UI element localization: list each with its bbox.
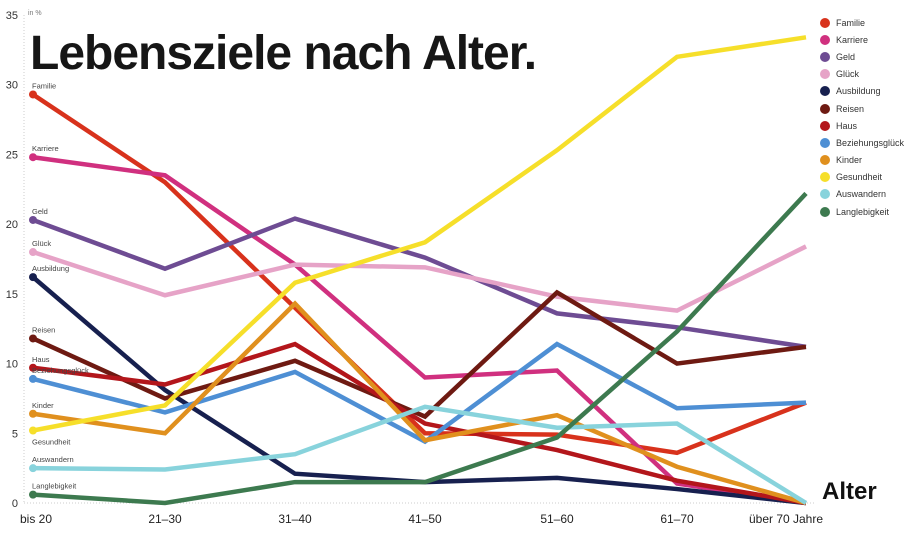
- legend-dot-icon: [820, 69, 830, 80]
- legend-label: Geld: [836, 51, 856, 62]
- series-start-point: [29, 90, 37, 99]
- x-tick-label: 61–70: [660, 512, 694, 526]
- series-start-point: [29, 363, 37, 372]
- series-line-langlebigkeit: [32, 191, 808, 506]
- series-line-glück: [32, 244, 808, 313]
- y-tick-label: 30: [6, 80, 18, 92]
- series-annotation: Auswandern: [32, 455, 74, 464]
- legend-dot-icon: [820, 17, 830, 28]
- legend-label: Beziehungsglück: [836, 137, 905, 148]
- legend-label: Karriere: [836, 34, 869, 45]
- series-start-point: [29, 273, 37, 282]
- legend: Familie Karriere Geld Glück Ausbildung Reisen…: [820, 14, 904, 220]
- series-annotation: Familie: [32, 81, 56, 90]
- series-start-point: [29, 334, 37, 343]
- series-start-point: [29, 490, 37, 499]
- legend-dot-icon: [820, 172, 830, 183]
- x-axis-label: Alter: [822, 478, 877, 505]
- y-tick-label: 35: [6, 10, 18, 22]
- legend-dot-icon: [820, 206, 830, 217]
- series-annotation: Kinder: [32, 401, 54, 410]
- series-start-point: [29, 248, 37, 257]
- legend-item: Gesundheit: [820, 169, 904, 186]
- series-line-reisen: [32, 289, 807, 420]
- series-annotation: Karriere: [32, 144, 59, 153]
- legend-label: Haus: [836, 120, 858, 131]
- series-annotation: Reisen: [32, 325, 55, 334]
- legend-item: Kinder: [820, 152, 904, 169]
- series-annotation: Beziehungsglück: [32, 366, 89, 375]
- unit-label: in %: [28, 10, 42, 17]
- legend-label: Gesundheit: [836, 172, 883, 183]
- series-annotation: Haus: [32, 355, 50, 364]
- legend-dot-icon: [820, 189, 830, 200]
- series-line-haus: [32, 341, 807, 506]
- legend-dot-icon: [820, 86, 830, 97]
- series-start-point: [29, 409, 37, 418]
- legend-dot-icon: [820, 137, 830, 148]
- legend-label: Langlebigkeit: [836, 206, 890, 217]
- x-tick-label: 21–30: [148, 512, 182, 526]
- series-line-kinder: [32, 300, 807, 506]
- series-start-point: [29, 374, 37, 383]
- series-annotation: Langlebigkeit: [32, 482, 77, 491]
- legend-item: Geld: [820, 48, 904, 65]
- x-tick-label: bis 20: [20, 512, 52, 526]
- legend-label: Ausbildung: [836, 86, 881, 97]
- legend-item: Auswandern: [820, 186, 904, 203]
- y-tick-label: 15: [6, 289, 18, 301]
- y-tick-label: 10: [6, 359, 18, 371]
- series-start-point: [29, 426, 37, 435]
- legend-item: Familie: [820, 14, 904, 31]
- series-annotation: Geld: [32, 207, 48, 216]
- series-line-auswandern: [32, 404, 808, 505]
- legend-item: Haus: [820, 117, 904, 134]
- y-tick-label: 25: [6, 149, 18, 161]
- legend-item: Reisen: [820, 100, 904, 117]
- legend-item: Langlebigkeit: [820, 203, 904, 220]
- series-line-karriere: [32, 154, 807, 506]
- legend-item: Glück: [820, 66, 904, 83]
- series-start-point: [29, 464, 37, 473]
- series-start-point: [29, 153, 37, 162]
- legend-dot-icon: [820, 34, 830, 45]
- legend-label: Reisen: [836, 103, 865, 114]
- series-start-point: [29, 215, 37, 224]
- series-line-geld: [32, 216, 807, 350]
- legend-label: Auswandern: [836, 189, 887, 200]
- legend-dot-icon: [820, 155, 830, 166]
- series-annotation: Ausbildung: [32, 264, 69, 273]
- y-tick-label: 20: [6, 219, 18, 231]
- legend-label: Kinder: [836, 155, 863, 166]
- y-tick-label: 5: [12, 428, 18, 440]
- series-annotation: Gesundheit: [32, 437, 71, 446]
- legend-label: Glück: [836, 69, 860, 80]
- chart-title: Lebensziele nach Alter.: [30, 27, 537, 80]
- x-tick-label: 31–40: [278, 512, 312, 526]
- legend-dot-icon: [820, 120, 830, 131]
- x-tick-label: 51–60: [540, 512, 574, 526]
- legend-dot-icon: [820, 51, 830, 62]
- series-line-familie: [31, 92, 807, 456]
- series-line-gesundheit: [32, 35, 807, 433]
- x-tick-label: 41–50: [408, 512, 442, 526]
- legend-label: Familie: [836, 17, 866, 28]
- series-annotation: Glück: [32, 239, 51, 248]
- legend-item: Ausbildung: [820, 83, 904, 100]
- legend-item: Karriere: [820, 31, 904, 48]
- legend-item: Beziehungsglück: [820, 134, 904, 151]
- y-tick-label: 0: [12, 498, 18, 510]
- x-tick-label: über 70 Jahre: [749, 512, 823, 526]
- legend-dot-icon: [820, 103, 830, 114]
